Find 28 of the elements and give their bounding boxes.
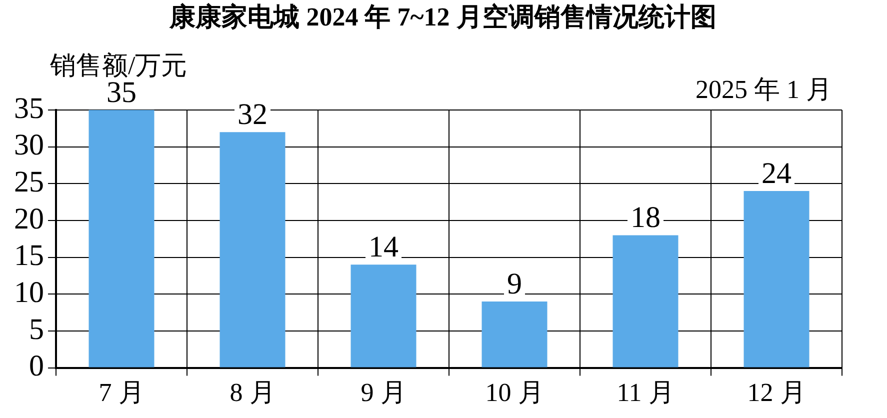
y-tick-label: 30 xyxy=(14,128,44,162)
bar xyxy=(482,302,548,368)
bar xyxy=(612,235,678,368)
y-tick-label: 5 xyxy=(29,312,44,346)
x-tick-label: 9 月 xyxy=(360,378,406,408)
y-tick-label: 10 xyxy=(14,276,44,310)
data-label: 24 xyxy=(762,156,792,190)
data-label: 18 xyxy=(630,201,660,234)
x-tick-label: 7 月 xyxy=(98,378,144,408)
x-tick-label: 12 月 xyxy=(747,378,806,408)
bar xyxy=(744,191,810,368)
x-tick-label: 11 月 xyxy=(616,378,674,408)
bar xyxy=(350,264,416,368)
bar xyxy=(220,132,286,368)
chart-title: 康康家电城 2024 年 7~12 月空调销售情况统计图 xyxy=(168,2,716,32)
x-tick-label: 8 月 xyxy=(230,378,276,408)
y-tick-label: 20 xyxy=(14,202,44,236)
y-tick-label: 35 xyxy=(14,92,44,125)
data-label: 14 xyxy=(368,230,398,264)
y-tick-label: 0 xyxy=(29,350,44,383)
bar xyxy=(88,110,154,368)
y-tick-label: 15 xyxy=(14,239,44,272)
y-tick-label: 25 xyxy=(14,166,44,199)
x-tick-label: 10 月 xyxy=(485,378,544,408)
text: 2025 年 1 月 xyxy=(696,74,832,104)
data-label: 9 xyxy=(507,267,522,300)
data-label: 32 xyxy=(238,98,268,131)
y-axis-title: 销售额/万元 xyxy=(49,50,188,80)
